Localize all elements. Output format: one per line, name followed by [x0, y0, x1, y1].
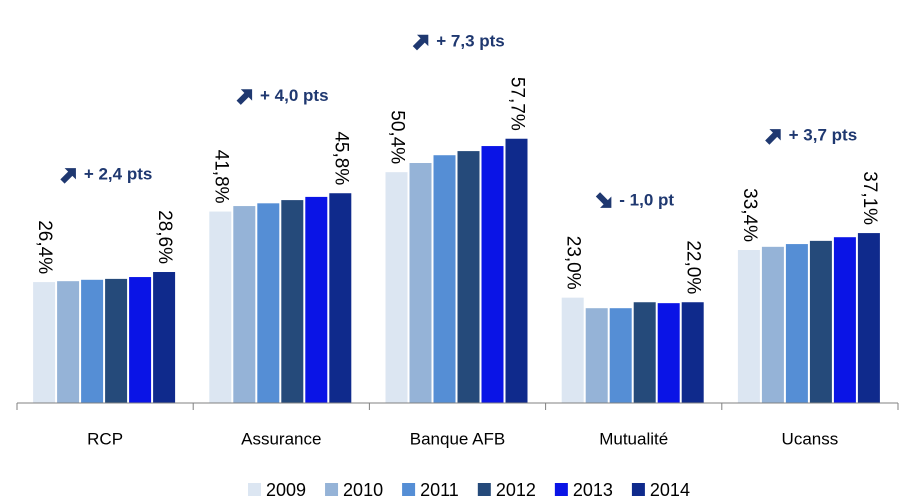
bar: [81, 279, 104, 403]
x-tick-label: Mutualité: [599, 429, 668, 448]
legend-swatch: [477, 483, 491, 496]
legend-label: 2012: [496, 480, 536, 500]
bar: [129, 277, 152, 403]
bar: [233, 206, 256, 403]
value-label: 23,0%: [563, 236, 584, 290]
arrow-shape: [765, 129, 781, 145]
bar: [857, 233, 880, 403]
bar: [585, 308, 608, 403]
bar: [209, 211, 232, 403]
bar: [785, 244, 808, 403]
bar: [633, 302, 656, 403]
value-label: 45,8%: [330, 131, 351, 185]
bar: [657, 303, 680, 403]
trend-arrow: [60, 168, 76, 184]
trend-arrow: [765, 129, 781, 145]
bar: [505, 138, 528, 403]
bar: [385, 172, 408, 403]
annotation: + 2,4 pts: [84, 165, 153, 184]
legend-label: 2011: [420, 480, 459, 500]
value-label: 33,4%: [739, 188, 760, 242]
legend-label: 2009: [266, 480, 306, 500]
legend-swatch: [631, 483, 645, 496]
annotation: + 7,3 pts: [436, 31, 505, 50]
bar: [481, 146, 504, 403]
bar: [433, 155, 456, 403]
bar: [57, 281, 80, 403]
arrow-shape: [60, 168, 76, 184]
annotation: + 3,7 pts: [789, 126, 858, 145]
value-label: 37,1%: [859, 171, 880, 225]
x-tick-label: Ucanss: [782, 429, 839, 448]
arrow-shape: [412, 34, 429, 51]
bar: [609, 308, 632, 403]
x-tick-label: RCP: [87, 429, 123, 448]
legend-label: 2014: [650, 480, 690, 500]
bar: [105, 278, 128, 403]
trend-arrow: [236, 89, 253, 105]
arrow-shape: [595, 192, 612, 208]
bar: [561, 297, 584, 403]
bar: [281, 200, 304, 403]
legend-swatch: [554, 483, 568, 496]
bar: [833, 237, 856, 403]
legend-label: 2010: [343, 480, 383, 500]
bar: [329, 193, 352, 403]
x-tick-label: Banque AFB: [410, 429, 505, 448]
legend-swatch: [248, 483, 261, 496]
bar: [305, 196, 328, 403]
bar: [153, 272, 176, 403]
legend-swatch: [325, 483, 339, 496]
legend-swatch: [402, 483, 416, 496]
annotation: - 1,0 pt: [619, 190, 674, 209]
annotation: + 4,0 pts: [260, 86, 329, 105]
bar: [457, 151, 480, 403]
bar: [737, 250, 760, 403]
value-label: 28,6%: [154, 210, 175, 264]
value-label: 50,4%: [386, 110, 407, 164]
bar: [761, 246, 784, 403]
bar: [809, 240, 832, 403]
bar: [409, 163, 432, 403]
value-label: 26,4%: [34, 220, 55, 274]
trend-arrow: [412, 34, 429, 51]
bar: [33, 282, 56, 403]
x-tick-label: Assurance: [241, 429, 321, 448]
legend-label: 2013: [573, 480, 613, 500]
value-label: 22,0%: [683, 240, 704, 294]
bar: [257, 203, 280, 403]
bar: [681, 302, 704, 403]
value-label: 57,7%: [506, 77, 527, 131]
value-label: 41,8%: [210, 150, 231, 204]
trend-arrow: [595, 192, 612, 208]
arrow-shape: [236, 89, 253, 105]
